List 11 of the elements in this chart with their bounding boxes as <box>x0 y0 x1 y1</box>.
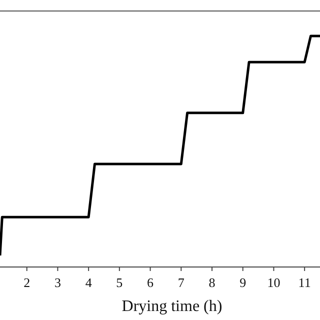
x-tick-label: 8 <box>208 275 216 290</box>
x-tick-label: 9 <box>240 275 246 290</box>
x-tick-label: 2 <box>24 275 30 290</box>
x-axis-title: Drying time (h) <box>122 298 222 315</box>
x-tick-label: 3 <box>54 275 61 290</box>
x-tick-label: 11 <box>298 275 311 290</box>
x-tick-label: 10 <box>267 275 280 290</box>
x-tick-label: 7 <box>178 275 185 290</box>
x-tick-label: 6 <box>147 275 154 290</box>
x-tick-label: 4 <box>85 275 92 290</box>
x-tick-label: 5 <box>116 275 123 290</box>
